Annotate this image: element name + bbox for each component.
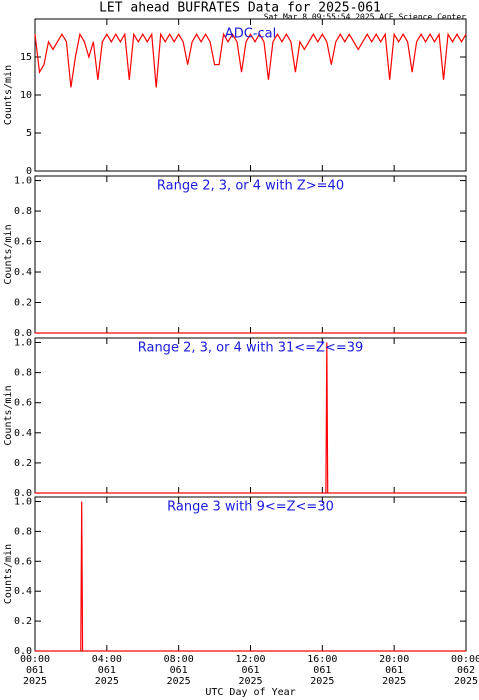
- x-tick-day: 061: [170, 665, 188, 676]
- y-tick-label: 5: [26, 128, 32, 139]
- x-tick-label: 00:00: [451, 654, 479, 665]
- y-tick-label: 0.4: [14, 267, 32, 278]
- x-tick-year: 2025: [23, 676, 47, 687]
- y-tick-label: 0.0: [14, 328, 32, 339]
- y-tick-label: 1.0: [14, 176, 32, 187]
- y-tick-label: 0.8: [14, 368, 32, 379]
- x-tick-day: 061: [385, 665, 403, 676]
- y-tick-label: 0.8: [14, 206, 32, 217]
- chart-title: LET ahead BUFRATES Data for 2025-061: [99, 1, 381, 16]
- x-tick-label: 08:00: [164, 654, 194, 665]
- x-tick-day: 061: [313, 665, 331, 676]
- x-tick-label: 12:00: [235, 654, 265, 665]
- y-tick-label: 0.6: [14, 398, 32, 409]
- x-tick-label: 00:00: [20, 654, 50, 665]
- x-tick-day: 061: [241, 665, 259, 676]
- x-tick-year: 2025: [454, 676, 478, 687]
- panel-annotation: Range 2, 3, or 4 with 31<=Z<=39: [138, 341, 364, 356]
- y-tick-label: 0.4: [14, 428, 32, 439]
- panel-annotation: Range 2, 3, or 4 with Z>=40: [157, 179, 344, 194]
- panel-frame: [34, 337, 467, 494]
- y-tick-label: 0: [26, 166, 32, 177]
- y-tick-label: 0.8: [14, 526, 32, 537]
- panel-frame: [34, 175, 467, 334]
- panel-frame: [34, 496, 467, 652]
- y-tick-label: 0.6: [14, 556, 32, 567]
- data-line: [35, 342, 466, 494]
- y-axis-label: Counts/min: [3, 544, 14, 604]
- y-tick-label: 1.0: [14, 338, 32, 349]
- timestamp: Sat Mar 8 09:55:54 2025 ACE Science Cent…: [264, 13, 466, 22]
- y-tick-label: 15: [20, 52, 32, 63]
- y-tick-label: 0.2: [14, 616, 32, 627]
- x-tick-day: 062: [457, 665, 475, 676]
- y-axis-label: Counts/min: [3, 65, 14, 125]
- x-tick-day: 061: [98, 665, 116, 676]
- x-axis-label: UTC Day of Year: [205, 687, 295, 698]
- x-tick-year: 2025: [167, 676, 191, 687]
- data-line: [34, 32, 467, 88]
- data-line: [35, 501, 466, 652]
- x-tick-label: 04:00: [92, 654, 122, 665]
- y-tick-label: 1.0: [14, 496, 32, 507]
- y-tick-label: 0.4: [14, 586, 32, 597]
- x-tick-year: 2025: [382, 676, 406, 687]
- y-tick-label: 0.0: [14, 646, 32, 657]
- panel-annotation: ADC-cal: [225, 27, 276, 42]
- y-tick-label: 10: [20, 90, 32, 101]
- y-tick-label: 0.6: [14, 237, 32, 248]
- y-axis-label: Counts/min: [3, 224, 14, 284]
- y-tick-label: 0.0: [14, 488, 32, 499]
- x-tick-label: 20:00: [379, 654, 409, 665]
- panel-annotation: Range 3 with 9<=Z<=30: [167, 500, 334, 515]
- x-tick-year: 2025: [238, 676, 262, 687]
- y-tick-label: 0.2: [14, 298, 32, 309]
- y-tick-label: 0.2: [14, 458, 32, 469]
- x-tick-label: 16:00: [307, 654, 337, 665]
- panel-frame: [34, 18, 467, 172]
- x-tick-day: 061: [26, 665, 44, 676]
- y-axis-label: Counts/min: [3, 385, 14, 445]
- x-tick-year: 2025: [95, 676, 119, 687]
- x-tick-year: 2025: [310, 676, 334, 687]
